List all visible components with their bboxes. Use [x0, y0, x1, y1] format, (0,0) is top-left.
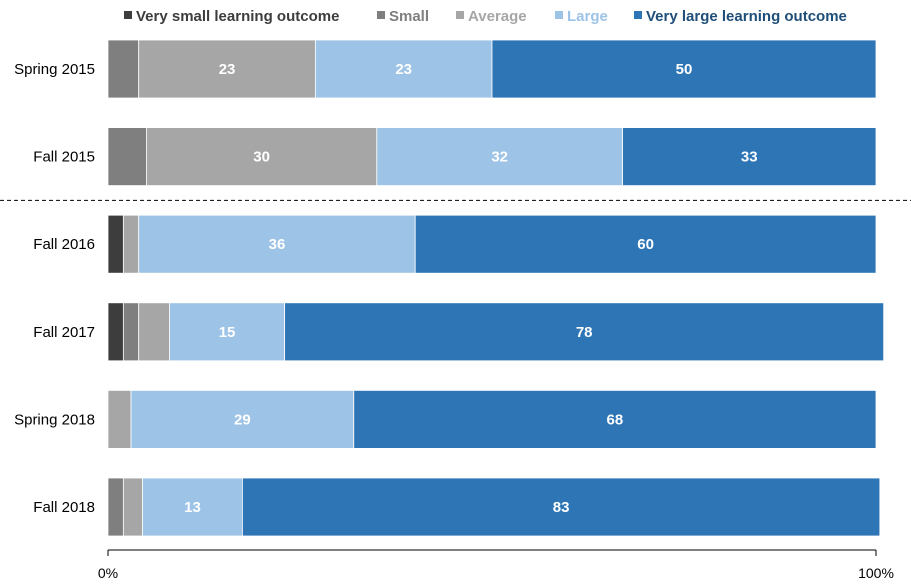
- x-tick-label-start: 0%: [98, 565, 118, 581]
- legend-swatch-4: [634, 11, 642, 19]
- category-label-2: Fall 2016: [33, 236, 95, 253]
- category-labels: Spring 2015 Fall 2015 Fall 2016 Fall 2017 Sp…: [14, 61, 95, 516]
- data-label-3-3: 15: [219, 324, 236, 341]
- bar-segment-0-2: [138, 39, 316, 99]
- legend: Very small learning outcome Small Average L…: [124, 8, 847, 25]
- data-label-0-4: 50: [676, 61, 693, 78]
- bar-segment-2-3: [138, 214, 416, 274]
- bar-segment-1-4: [622, 127, 877, 186]
- bar-segment-2-0: [107, 214, 124, 274]
- data-label-0-3: 23: [395, 61, 412, 78]
- data-label-1-4: 33: [741, 149, 758, 166]
- data-label-4-4: 68: [607, 411, 624, 428]
- data-label-0-2: 23: [219, 61, 236, 78]
- data-label-1-3: 32: [491, 149, 508, 166]
- legend-label-3: Large: [567, 8, 608, 25]
- bar-segment-1-2: [145, 127, 378, 186]
- data-label-5-4: 83: [553, 499, 570, 516]
- bar-segment-3-4: [284, 302, 885, 362]
- bar-segment-4-4: [353, 389, 877, 449]
- legend-label-0: Very small learning outcome: [136, 8, 339, 25]
- bar-segment-5-1: [107, 477, 124, 537]
- bar-segment-4-2: [107, 389, 132, 449]
- bar-segment-5-4: [241, 477, 881, 537]
- legend-swatch-1: [377, 11, 385, 19]
- bar-segment-0-1: [107, 39, 140, 99]
- bar-segment-3-1: [122, 302, 140, 362]
- bar-segment-0-3: [314, 39, 493, 99]
- data-label-4-3: 29: [234, 411, 251, 428]
- bar-segment-3-3: [169, 302, 286, 362]
- x-tick-label-end: 100%: [858, 565, 894, 581]
- legend-label-4: Very large learning outcome: [646, 8, 847, 25]
- bars: 23 23 50 30 32 33 36 60 15 78 29 68 13 83: [107, 39, 885, 537]
- bar-segment-5-3: [142, 477, 243, 537]
- data-label-5-3: 13: [184, 499, 201, 516]
- data-label-2-3: 36: [269, 236, 286, 253]
- category-label-4: Spring 2018: [14, 411, 95, 428]
- bar-segment-3-0: [107, 302, 124, 362]
- legend-swatch-3: [555, 11, 563, 19]
- data-label-2-4: 60: [637, 236, 654, 253]
- legend-swatch-2: [456, 11, 464, 19]
- bar-segment-1-3: [376, 127, 623, 186]
- category-label-1: Fall 2015: [33, 149, 95, 166]
- bar-segment-1-1: [107, 127, 147, 186]
- bar-segment-0-4: [491, 39, 877, 99]
- category-label-0: Spring 2015: [14, 61, 95, 78]
- data-label-3-4: 78: [576, 324, 593, 341]
- bar-segment-2-2: [122, 214, 140, 274]
- bar-segment-2-4: [414, 214, 877, 274]
- bar-segment-3-2: [138, 302, 170, 362]
- legend-swatch-0: [124, 11, 132, 19]
- data-label-1-2: 30: [253, 149, 270, 166]
- legend-label-1: Small: [389, 8, 429, 25]
- category-label-3: Fall 2017: [33, 324, 95, 341]
- category-label-5: Fall 2018: [33, 499, 95, 516]
- bar-segment-5-2: [122, 477, 143, 537]
- legend-label-2: Average: [468, 8, 527, 25]
